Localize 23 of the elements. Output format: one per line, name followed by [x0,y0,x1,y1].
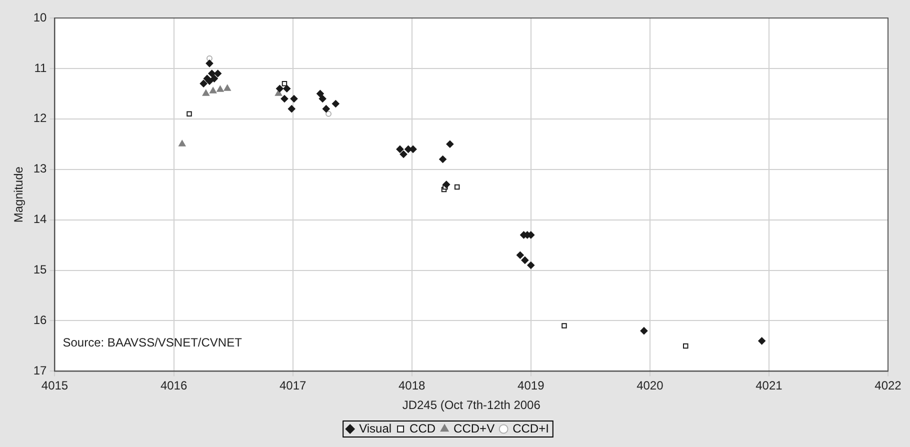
x-tick-label: 4017 [279,378,306,393]
y-tick-label: 12 [33,111,48,126]
x-tick-label: 4018 [398,378,426,393]
legend-label: CCD [410,421,436,436]
y-tick-label: 11 [34,60,48,75]
x-axis-title: JD245 (Oct 7th-12th 2006 [402,398,541,412]
x-tick-label: 4016 [160,378,188,393]
y-tick-label: 16 [33,313,48,328]
legend-label: CCD+V [454,421,495,436]
x-tick-label: 4015 [41,378,68,393]
annotation: Source: BAAVSS/VSNET/CVNET [62,336,243,350]
y-axis-title: Magnitude [12,166,26,223]
x-tick-label: 4022 [874,378,902,393]
x-tick-label: 4020 [636,378,664,393]
y-tick-label: 15 [33,262,48,277]
y-tick-label: 14 [33,212,48,226]
legend-label: CCD+I [512,421,549,436]
y-tick-label: 10 [33,10,48,24]
y-tick-label: 13 [33,162,48,176]
y-tick-label: 17 [33,364,48,378]
x-tick-label: 4021 [756,378,783,393]
legend-label: Visual [359,421,392,436]
x-tick-label: 4019 [518,378,545,393]
